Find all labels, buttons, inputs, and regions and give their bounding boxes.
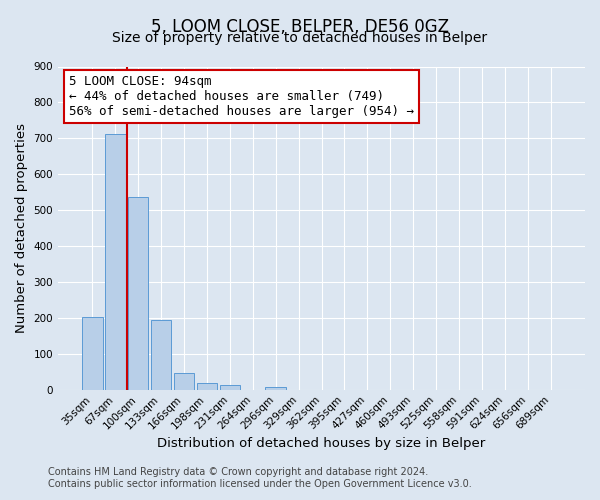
Text: 5, LOOM CLOSE, BELPER, DE56 0GZ: 5, LOOM CLOSE, BELPER, DE56 0GZ — [151, 18, 449, 36]
Text: 5 LOOM CLOSE: 94sqm
← 44% of detached houses are smaller (749)
56% of semi-detac: 5 LOOM CLOSE: 94sqm ← 44% of detached ho… — [68, 74, 413, 118]
Text: Contains HM Land Registry data © Crown copyright and database right 2024.
Contai: Contains HM Land Registry data © Crown c… — [48, 468, 472, 489]
Text: Size of property relative to detached houses in Belper: Size of property relative to detached ho… — [112, 31, 488, 45]
Bar — [265, 387, 286, 390]
Y-axis label: Number of detached properties: Number of detached properties — [15, 123, 28, 333]
Bar — [151, 320, 172, 390]
Bar — [128, 197, 148, 390]
Bar — [82, 317, 103, 390]
X-axis label: Distribution of detached houses by size in Belper: Distribution of detached houses by size … — [157, 437, 485, 450]
Bar — [197, 382, 217, 390]
Bar — [105, 134, 125, 390]
Bar — [220, 384, 240, 390]
Bar — [173, 373, 194, 390]
